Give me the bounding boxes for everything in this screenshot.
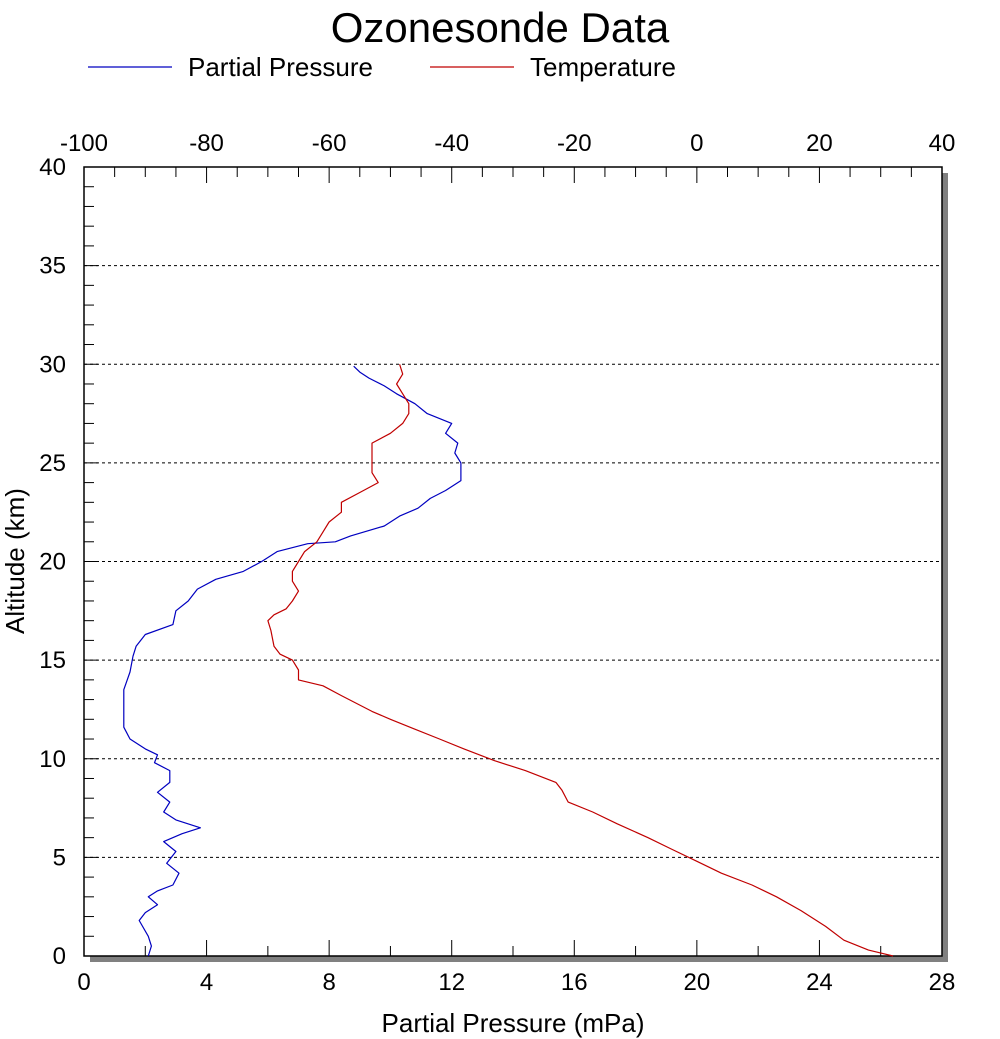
y-tick-label: 5 <box>53 844 66 871</box>
chart-title: Ozonesonde Data <box>331 4 670 51</box>
x-bottom-tick-label: 12 <box>438 969 465 996</box>
x-bottom-tick-label: 8 <box>322 969 335 996</box>
x-top-tick-label: 40 <box>929 130 956 157</box>
x-bottom-tick-label: 4 <box>200 969 213 996</box>
x-bottom-tick-label: 20 <box>684 969 711 996</box>
y-tick-label: 0 <box>53 943 66 970</box>
x-top-tick-label: 20 <box>806 130 833 157</box>
x-bottom-tick-label: 0 <box>77 969 90 996</box>
x-bottom-tick-label: 24 <box>806 969 833 996</box>
y-tick-label: 40 <box>39 154 66 181</box>
axis-ticks: 0 5 10 15 20 25 30 35 40 0 4 8 12 16 20 24 28 -100 -80 -60 -… <box>39 130 955 996</box>
y-axis-title: Altitude (km) <box>0 488 30 634</box>
y-tick-label: 30 <box>39 351 66 378</box>
grid <box>84 265 942 858</box>
legend: Partial Pressure Temperature <box>88 52 676 82</box>
x-axis-title: Partial Pressure (mPa) <box>382 1008 645 1038</box>
x-top-tick-label: -20 <box>557 130 592 157</box>
x-top-tick-label: 0 <box>690 130 703 157</box>
series-layer <box>123 364 894 957</box>
series-line-partial-pressure <box>123 365 462 957</box>
y-tick-label: 25 <box>39 450 66 477</box>
x-top-tick-label: -60 <box>312 130 347 157</box>
series-line-temperature <box>267 364 894 957</box>
x-bottom-tick-label: 28 <box>929 969 956 996</box>
x-bottom-tick-label: 16 <box>561 969 588 996</box>
x-top-tick-label: -80 <box>189 130 224 157</box>
y-tick-label: 20 <box>39 549 66 576</box>
y-tick-label: 35 <box>39 253 66 280</box>
y-tick-label: 15 <box>39 647 66 674</box>
y-tick-label: 10 <box>39 746 66 773</box>
x-top-tick-label: -40 <box>434 130 469 157</box>
legend-label-temperature: Temperature <box>530 52 676 82</box>
legend-label-partial-pressure: Partial Pressure <box>188 52 373 82</box>
x-top-tick-label: -100 <box>60 130 108 157</box>
